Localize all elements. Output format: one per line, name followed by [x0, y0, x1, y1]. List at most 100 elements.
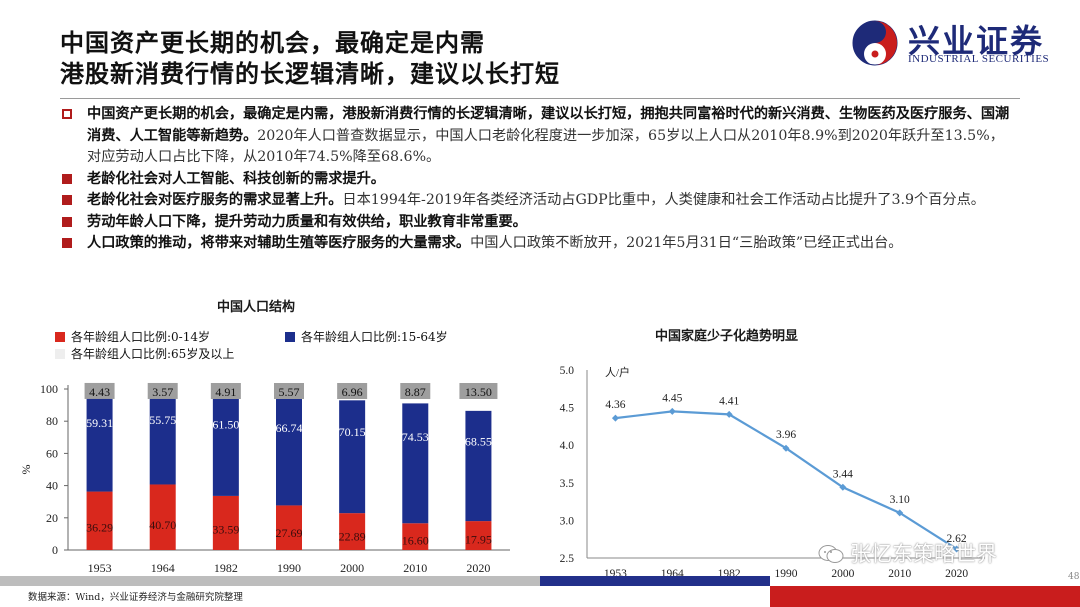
chart2-title: 中国家庭少子化趋势明显 — [655, 329, 799, 344]
x-tick-label: 1990 — [277, 561, 301, 575]
y-tick-label: 5.0 — [560, 365, 575, 377]
x-tick-label: 2010 — [888, 568, 911, 580]
legend-item-0-14: 各年龄组人口比例:0-14岁 — [55, 328, 210, 345]
slide-title: 中国资产更长期的机会，最确定是内需 港股新消费行情的长逻辑清晰，建议以长打短 — [60, 28, 560, 90]
bullet-item: 老龄化社会对医疗服务的需求显著上升。日本1994年-2019年各类经济活动占GD… — [62, 190, 1017, 212]
bar-15-64-1964 — [149, 394, 176, 485]
x-tick-label: 2000 — [831, 568, 854, 580]
y-tick-label: 4.5 — [560, 403, 575, 415]
bullet-bold-text: 老龄化社会对人工智能、科技创新的需求提升。 — [87, 170, 385, 187]
x-tick-label: 2020 — [466, 561, 490, 575]
data-label: 3.57 — [152, 385, 173, 399]
data-label: 4.91 — [215, 385, 236, 399]
bullet-item: 老龄化社会对人工智能、科技创新的需求提升。 — [62, 169, 1017, 191]
data-label: 6.96 — [342, 385, 363, 399]
bullet-bold-text: 人口政策的推动，将带来对辅助生殖等医疗服务的大量需求。 — [87, 235, 471, 251]
y-tick-label: 80 — [46, 414, 58, 428]
data-label: 70.15 — [339, 425, 366, 439]
label-box-65plus — [274, 383, 304, 399]
data-label: 17.95 — [465, 532, 492, 546]
footer-bar-gray — [0, 576, 540, 586]
data-label: 59.31 — [86, 416, 113, 430]
data-label: 22.89 — [339, 529, 366, 543]
data-label: 61.50 — [212, 418, 239, 432]
data-label: 3.44 — [833, 468, 853, 480]
y-tick-label: 100 — [40, 382, 58, 396]
bullet-normal-text: 中国人口政策不断放开，2021年5月31日“三胎政策”已经正式出台。 — [470, 235, 903, 251]
legend-label: 各年龄组人口比例:15-64岁 — [301, 330, 448, 344]
legend-label: 各年龄组人口比例:0-14岁 — [71, 330, 211, 344]
bar-0-14-2020 — [465, 521, 492, 550]
data-source-note: 数据来源：Wind，兴业证券经济与金融研究院整理 — [28, 592, 243, 603]
data-label: 33.59 — [212, 522, 239, 536]
y-tick-label: 3.5 — [560, 478, 575, 490]
y-tick-label: 0 — [52, 543, 58, 557]
page-number: 48 — [1068, 572, 1080, 582]
bullet-bold-text: 中国资产更长期的机会，最确定是内需，港股新消费行情的长逻辑清晰，建议以长打短，拥… — [87, 106, 1010, 144]
bullet-normal-text: 日本1994年-2019年各类经济活动占GDP比重中，人类健康和社会工作活动占比… — [342, 192, 985, 208]
data-point-marker — [725, 410, 733, 418]
legend-item-65plus: 各年龄组人口比例:65岁及以上 — [55, 345, 234, 362]
data-point-marker — [668, 407, 676, 415]
data-label: 2.62 — [947, 533, 967, 545]
bar-15-64-1990 — [276, 397, 302, 506]
bullet-item: 人口政策的推动，将带来对辅助生殖等医疗服务的大量需求。中国人口政策不断放开，20… — [62, 233, 1017, 255]
company-logo: 兴业证券 INDUSTRIAL SECURITIES — [852, 16, 1072, 68]
x-tick-label: 1990 — [775, 568, 798, 580]
bullet-square-icon — [62, 238, 72, 248]
data-point-marker — [611, 414, 619, 422]
bar-15-64-1953 — [86, 396, 113, 492]
bar-15-64-2020 — [465, 410, 492, 522]
legend-swatch-gray — [55, 349, 65, 359]
legend-swatch-blue — [285, 332, 295, 342]
bar-0-14-1990 — [276, 505, 302, 550]
y-unit-label: 人/户 — [605, 365, 630, 379]
data-label: 3.10 — [890, 494, 910, 506]
logo-text-en: INDUSTRIAL SECURITIES — [908, 53, 1050, 65]
bullet-square-icon — [62, 173, 72, 184]
label-box-65plus — [147, 382, 178, 399]
y-tick-label: 40 — [46, 479, 58, 493]
y-axis-title: % — [19, 465, 33, 475]
data-label: 4.43 — [89, 385, 110, 399]
data-point-marker — [896, 509, 904, 517]
bullet-item: 劳动年龄人口下降，提升劳动力质量和有效供给，职业教育非常重要。 — [62, 212, 1017, 234]
legend-label: 各年龄组人口比例:65岁及以上 — [71, 347, 235, 361]
label-box-65plus — [400, 383, 431, 399]
logo-text-cn: 兴业证券 — [908, 22, 1045, 60]
data-label: 13.50 — [465, 385, 492, 399]
x-tick-label: 1982 — [214, 561, 238, 575]
data-point-marker — [953, 545, 961, 553]
label-box-65plus — [337, 383, 368, 399]
footer-bar-red — [770, 586, 1080, 607]
y-tick-label: 4.0 — [560, 440, 575, 452]
bar-15-64-2000 — [339, 400, 366, 514]
y-tick-label: 3.0 — [560, 515, 575, 527]
watermark: 张忆东策略世界 — [818, 538, 997, 568]
bullet-square-outline-icon — [62, 109, 72, 119]
y-tick-label: 20 — [46, 511, 58, 525]
title-line-1: 中国资产更长期的机会，最确定是内需 — [60, 29, 485, 57]
bullet-list: 中国资产更长期的机会，最确定是内需，港股新消费行情的长逻辑清晰，建议以长打短，拥… — [62, 104, 1017, 255]
logo-swirl-icon — [852, 20, 898, 66]
bullet-item: 中国资产更长期的机会，最确定是内需，港股新消费行情的长逻辑清晰，建议以长打短，拥… — [62, 104, 1017, 169]
data-label: 36.29 — [86, 521, 113, 535]
x-tick-label: 2010 — [403, 561, 427, 575]
data-label: 16.60 — [402, 533, 429, 547]
legend-swatch-red — [55, 332, 65, 342]
x-tick-label: 2000 — [340, 561, 364, 575]
bar-15-64-1982 — [212, 396, 239, 496]
data-label: 3.96 — [776, 429, 796, 441]
x-tick-label: 1964 — [151, 561, 175, 575]
bullet-bold-text: 老龄化社会对医疗服务的需求显著上升。 — [87, 192, 343, 208]
x-tick-label: 2020 — [945, 568, 968, 580]
data-point-marker — [782, 444, 790, 452]
chart1-title: 中国人口结构 — [217, 300, 296, 315]
legend-item-15-64: 各年龄组人口比例:15-64岁 — [285, 328, 448, 345]
bar-0-14-2010 — [402, 523, 429, 550]
data-point-marker — [839, 483, 847, 491]
bullet-normal-text: 2020年人口普查数据显示，中国人口老龄化程度进一步加深，65岁以上人口从201… — [87, 127, 1004, 166]
household-size-chart: 2.53.03.54.04.55.0 人/户4.3619534.4519644.4… — [560, 365, 985, 580]
label-box-65plus — [459, 383, 498, 399]
y-tick-label: 2.5 — [560, 553, 575, 565]
